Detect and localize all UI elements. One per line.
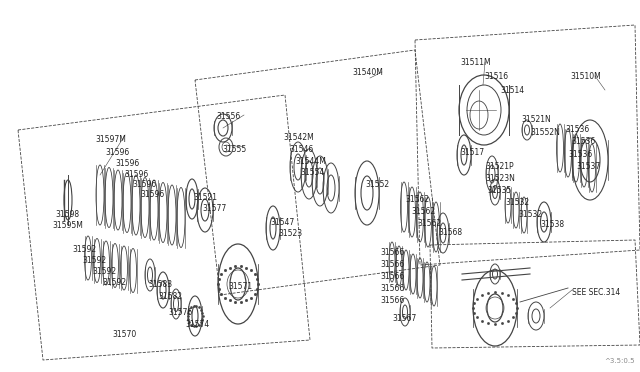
Text: 31595M: 31595M bbox=[52, 221, 83, 230]
Text: 31576: 31576 bbox=[168, 308, 192, 317]
Text: 31552: 31552 bbox=[365, 180, 389, 189]
Text: 31532: 31532 bbox=[518, 210, 542, 219]
Text: 31538: 31538 bbox=[540, 220, 564, 229]
Text: 31597M: 31597M bbox=[95, 135, 126, 144]
Text: 31546: 31546 bbox=[289, 145, 313, 154]
Text: 31596: 31596 bbox=[124, 170, 148, 179]
Text: 31570: 31570 bbox=[112, 330, 136, 339]
Text: 31523: 31523 bbox=[278, 229, 302, 238]
Text: 31536: 31536 bbox=[568, 150, 592, 159]
Text: 31596: 31596 bbox=[132, 180, 156, 189]
Text: 31577: 31577 bbox=[202, 204, 227, 213]
Text: 31536: 31536 bbox=[565, 125, 589, 134]
Text: 31598: 31598 bbox=[55, 210, 79, 219]
Text: 31521P: 31521P bbox=[485, 162, 514, 171]
Text: SEE SEC.314: SEE SEC.314 bbox=[572, 288, 620, 297]
Text: 31568: 31568 bbox=[438, 228, 462, 237]
Text: 31517: 31517 bbox=[460, 148, 484, 157]
Text: 31562: 31562 bbox=[405, 195, 429, 204]
Text: 31521N: 31521N bbox=[521, 115, 551, 124]
Text: 31555: 31555 bbox=[222, 145, 246, 154]
Text: 31521: 31521 bbox=[193, 193, 217, 202]
Text: 31556: 31556 bbox=[216, 112, 240, 121]
Text: 31511M: 31511M bbox=[460, 58, 491, 67]
Text: 31516: 31516 bbox=[484, 72, 508, 81]
Text: 31566: 31566 bbox=[380, 284, 404, 293]
Text: 31542M: 31542M bbox=[283, 133, 314, 142]
Text: 31562: 31562 bbox=[417, 219, 441, 228]
Text: 31596: 31596 bbox=[105, 148, 129, 157]
Text: 31566: 31566 bbox=[380, 260, 404, 269]
Text: 31592: 31592 bbox=[82, 256, 106, 265]
Text: 31562: 31562 bbox=[411, 207, 435, 216]
Text: 31547: 31547 bbox=[270, 218, 294, 227]
Text: 31514: 31514 bbox=[500, 86, 524, 95]
Text: 31596: 31596 bbox=[140, 190, 164, 199]
Text: 31571: 31571 bbox=[228, 282, 252, 291]
Text: 31544M: 31544M bbox=[295, 157, 326, 166]
Text: 31540M: 31540M bbox=[352, 68, 383, 77]
Text: 31552N: 31552N bbox=[530, 128, 560, 137]
Text: 31537: 31537 bbox=[576, 162, 600, 171]
Text: 31566: 31566 bbox=[380, 296, 404, 305]
Text: 31592: 31592 bbox=[102, 278, 126, 287]
Text: 31535: 31535 bbox=[487, 186, 511, 195]
Text: ^3.5:0.5: ^3.5:0.5 bbox=[605, 358, 635, 364]
Text: 31510M: 31510M bbox=[570, 72, 601, 81]
Text: 31574: 31574 bbox=[185, 320, 209, 329]
Text: 31596: 31596 bbox=[115, 159, 140, 168]
Text: 31532: 31532 bbox=[505, 198, 529, 207]
Text: 31582: 31582 bbox=[158, 292, 182, 301]
Text: 31592: 31592 bbox=[92, 267, 116, 276]
Text: 31523N: 31523N bbox=[485, 174, 515, 183]
Text: 31567: 31567 bbox=[392, 314, 416, 323]
Text: 31583: 31583 bbox=[148, 280, 172, 289]
Text: 31554: 31554 bbox=[300, 168, 324, 177]
Text: 31566: 31566 bbox=[380, 248, 404, 257]
Text: 31566: 31566 bbox=[380, 272, 404, 281]
Text: 31592: 31592 bbox=[72, 245, 96, 254]
Text: 31536: 31536 bbox=[571, 137, 595, 146]
